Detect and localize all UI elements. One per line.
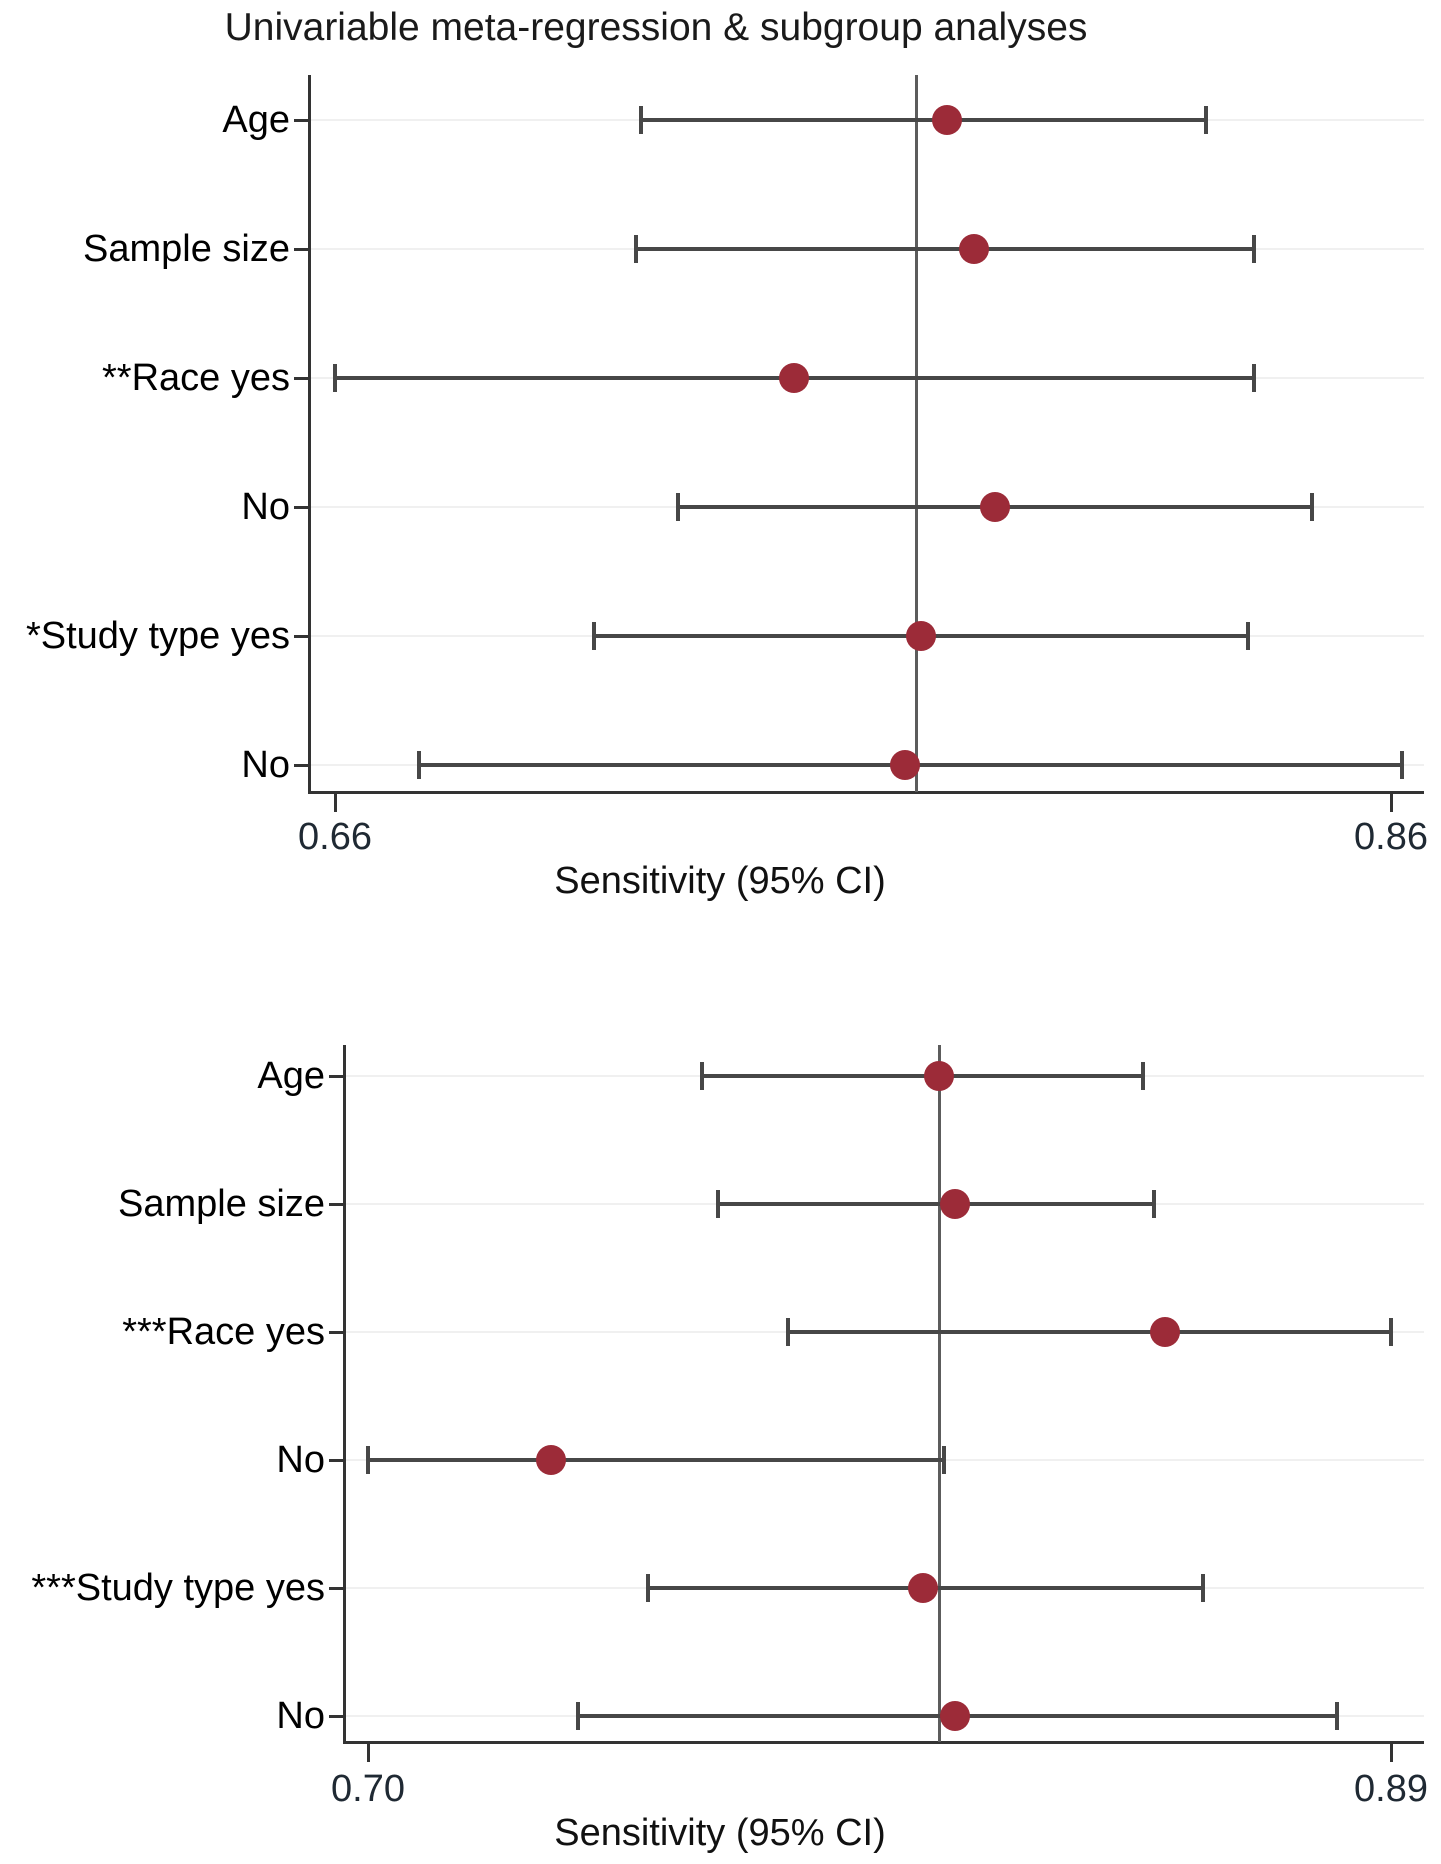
estimate-dot	[779, 363, 810, 393]
chart-title: Univariable meta-regression & subgroup a…	[224, 6, 1088, 49]
ci-cap-low	[575, 1702, 580, 1730]
row-label: Age	[257, 1055, 325, 1097]
y-tick	[294, 764, 308, 767]
y-tick	[329, 1331, 343, 1334]
ci-whisker	[717, 1202, 1155, 1206]
estimate-dot	[958, 234, 989, 264]
ci-whisker	[787, 1330, 1391, 1334]
x-tick-label: 0.89	[1354, 1768, 1428, 1810]
ci-cap-low	[591, 622, 596, 650]
row-label: Sample size	[118, 1183, 325, 1225]
y-tick	[329, 1587, 343, 1590]
x-axis-line	[308, 791, 1424, 794]
ci-cap-high	[1141, 1062, 1146, 1090]
y-tick	[294, 377, 308, 380]
ci-cap-high	[1152, 1190, 1157, 1218]
y-tick	[294, 248, 308, 251]
ci-cap-low	[333, 364, 337, 392]
y-axis-line	[308, 75, 311, 792]
ci-whisker	[701, 1074, 1144, 1078]
ci-cap-low	[639, 106, 644, 134]
estimate-dot	[536, 1445, 567, 1475]
ci-cap-high	[1399, 751, 1404, 779]
row-label: ***Study type yes	[31, 1567, 325, 1609]
ci-cap-high	[1251, 364, 1256, 392]
x-tick	[367, 1744, 370, 1762]
row-label: **Race yes	[102, 357, 290, 399]
row-label: No	[276, 1439, 325, 1481]
y-tick	[329, 1203, 343, 1206]
x-tick-label: 0.66	[298, 816, 372, 858]
y-tick	[329, 1459, 343, 1462]
ci-cap-low	[645, 1574, 650, 1602]
row-label: Age	[222, 99, 290, 141]
ci-cap-high	[1251, 235, 1256, 263]
estimate-dot	[923, 1061, 954, 1091]
x-tick-label: 0.70	[331, 1768, 405, 1810]
ci-whisker	[368, 1458, 945, 1462]
estimate-dot	[932, 105, 963, 135]
ci-cap-high	[1389, 1318, 1393, 1346]
ci-cap-high	[942, 1446, 947, 1474]
x-axis-line	[343, 1741, 1424, 1744]
ci-cap-high	[1204, 106, 1209, 134]
y-tick	[294, 506, 308, 509]
ci-cap-high	[1309, 493, 1314, 521]
row-label: ***Race yes	[122, 1311, 325, 1353]
x-axis-title: Sensitivity (95% CI)	[554, 860, 886, 902]
row-label: No	[276, 1695, 325, 1737]
y-axis-line	[343, 1045, 346, 1742]
estimate-dot	[906, 621, 937, 651]
y-tick	[329, 1075, 343, 1078]
reference-line	[937, 1045, 941, 1742]
estimate-dot	[890, 750, 921, 780]
x-axis-title: Sensitivity (95% CI)	[554, 1812, 886, 1854]
estimate-dot	[980, 492, 1010, 522]
ci-cap-low	[676, 493, 681, 521]
reference-line	[914, 75, 918, 792]
y-tick	[329, 1715, 343, 1718]
ci-cap-low	[366, 1446, 370, 1474]
estimate-dot	[1149, 1317, 1180, 1347]
x-tick	[1390, 794, 1393, 812]
ci-cap-low	[715, 1190, 720, 1218]
estimate-dot	[939, 1189, 970, 1219]
x-tick	[1390, 1744, 1393, 1762]
estimate-dot	[907, 1573, 938, 1603]
ci-whisker	[635, 247, 1254, 251]
y-tick	[294, 635, 308, 638]
row-label: No	[241, 744, 290, 786]
row-label: No	[241, 486, 290, 528]
row-label: *Study type yes	[25, 615, 290, 657]
ci-cap-high	[1246, 622, 1251, 650]
estimate-dot	[939, 1701, 970, 1731]
ci-whisker	[641, 118, 1207, 122]
ci-cap-high	[1200, 1574, 1205, 1602]
x-tick	[334, 794, 337, 812]
row-label: Sample size	[83, 228, 290, 270]
y-tick	[294, 119, 308, 122]
x-tick-label: 0.86	[1354, 816, 1428, 858]
ci-cap-low	[785, 1318, 790, 1346]
ci-cap-low	[699, 1062, 704, 1090]
ci-cap-low	[633, 235, 638, 263]
ci-cap-low	[417, 751, 422, 779]
ci-cap-high	[1335, 1702, 1340, 1730]
